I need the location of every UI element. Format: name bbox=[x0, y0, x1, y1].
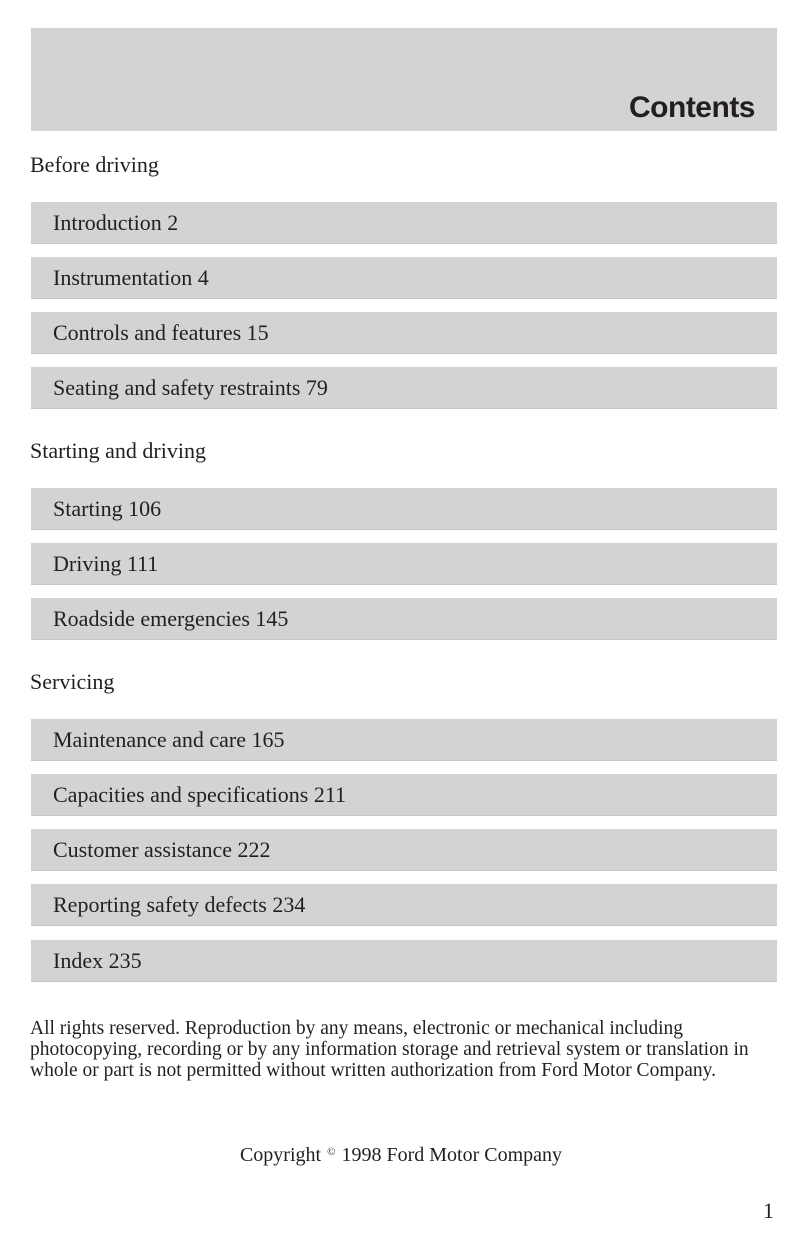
toc-item-label: Seating and safety restraints 79 bbox=[53, 375, 328, 400]
toc-item-reporting-safety-defects[interactable]: Reporting safety defects 234 bbox=[31, 884, 777, 926]
toc-item-label: Controls and features 15 bbox=[53, 320, 269, 345]
toc-item-index[interactable]: Index 235 bbox=[31, 940, 777, 982]
section-heading-servicing: Servicing bbox=[30, 669, 115, 694]
toc-item-label: Customer assistance 222 bbox=[53, 837, 271, 862]
section-heading-before-driving: Before driving bbox=[30, 152, 159, 177]
toc-item-starting[interactable]: Starting 106 bbox=[31, 488, 777, 530]
copyright-suffix: 1998 Ford Motor Company bbox=[341, 1144, 563, 1166]
toc-item-roadside-emergencies[interactable]: Roadside emergencies 145 bbox=[31, 598, 777, 640]
toc-item-label: Roadside emergencies 145 bbox=[53, 606, 289, 631]
toc-item-maintenance-and-care[interactable]: Maintenance and care 165 bbox=[31, 719, 777, 761]
copyright-line: Copyright © 1998 Ford Motor Company bbox=[0, 1144, 802, 1167]
toc-item-label: Introduction 2 bbox=[53, 210, 179, 235]
toc-item-driving[interactable]: Driving 111 bbox=[31, 543, 777, 585]
page-title: Contents bbox=[629, 91, 756, 124]
toc-item-label: Capacities and specifications 211 bbox=[53, 782, 347, 807]
toc-item-label: Index 235 bbox=[53, 948, 142, 973]
toc-item-controls-and-features[interactable]: Controls and features 15 bbox=[31, 312, 777, 354]
toc-item-label: Driving 111 bbox=[53, 551, 159, 576]
toc-item-label: Starting 106 bbox=[53, 496, 162, 521]
legal-notice: All rights reserved. Reproduction by any… bbox=[30, 1018, 749, 1081]
toc-item-instrumentation[interactable]: Instrumentation 4 bbox=[31, 257, 777, 299]
toc-item-introduction[interactable]: Introduction 2 bbox=[31, 202, 777, 244]
copyright-prefix: Copyright bbox=[239, 1144, 322, 1166]
toc-item-label: Maintenance and care 165 bbox=[53, 727, 285, 752]
toc-item-customer-assistance[interactable]: Customer assistance 222 bbox=[31, 829, 777, 871]
toc-item-seating-and-safety-restraints[interactable]: Seating and safety restraints 79 bbox=[31, 367, 777, 409]
copyright-symbol: © bbox=[327, 1146, 336, 1158]
contents-header: Contents bbox=[31, 28, 777, 131]
toc-item-label: Instrumentation 4 bbox=[53, 265, 209, 290]
toc-item-label: Reporting safety defects 234 bbox=[53, 892, 306, 917]
toc-item-capacities-and-specifications[interactable]: Capacities and specifications 211 bbox=[31, 774, 777, 816]
section-heading-starting-and-driving: Starting and driving bbox=[30, 438, 206, 463]
page-number: 1 bbox=[763, 1198, 774, 1223]
